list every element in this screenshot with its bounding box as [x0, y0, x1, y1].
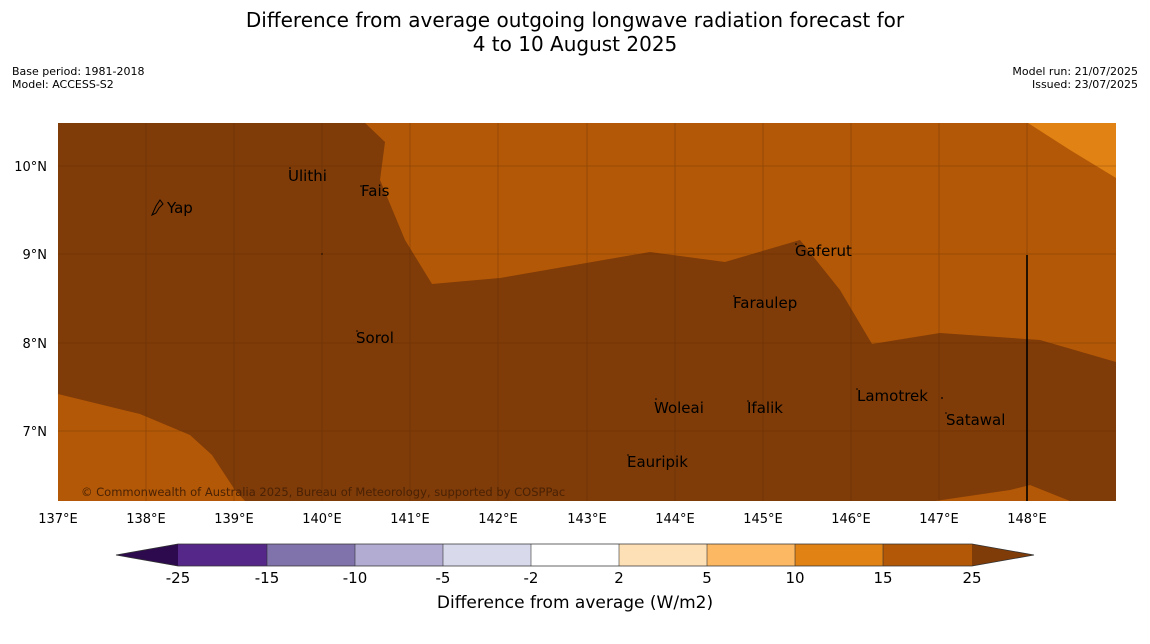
base-period: Base period: 1981-2018 — [12, 65, 145, 78]
model-run: Model run: 21/07/2025 — [1012, 65, 1138, 78]
colorbar-bin — [883, 544, 972, 566]
map-title: Difference from average outgoing longwav… — [0, 8, 1150, 56]
place-label-sorol: Sorol — [356, 329, 394, 347]
colorbar-bin — [795, 544, 883, 566]
colorbar-tick: 25 — [962, 569, 981, 587]
lon-tick: 143°E — [567, 512, 607, 527]
lon-tick: 144°E — [655, 512, 695, 527]
anomaly-region-10-15-north — [365, 123, 1116, 362]
colorbar-extend-low — [116, 544, 178, 566]
title-line-2: 4 to 10 August 2025 — [472, 32, 678, 56]
place-label-eauripik: Eauripik — [627, 453, 688, 471]
lat-tick: 9°N — [23, 248, 48, 263]
lon-tick: 138°E — [126, 512, 166, 527]
place-label-woleai: Woleai — [654, 399, 704, 417]
colorbar-tick: -2 — [524, 569, 539, 587]
colorbar-tick: -10 — [343, 569, 368, 587]
lon-tick: 148°E — [1007, 512, 1047, 527]
island-markers — [289, 167, 947, 456]
colorbar-tick: -25 — [166, 569, 191, 587]
place-label-ulithi: Ulithi — [288, 167, 327, 185]
place-label-lamotrek: Lamotrek — [857, 387, 928, 405]
lat-tick: 10°N — [14, 160, 47, 175]
anomaly-region-10-15-southeast — [935, 485, 1070, 501]
graticule — [58, 123, 1116, 501]
model-name: Model: ACCESS-S2 — [12, 78, 114, 91]
metadata-left: Base period: 1981-2018 Model: ACCESS-S2 — [12, 65, 144, 91]
place-label-satawal: Satawal — [946, 411, 1005, 429]
place-label-faraulep: Faraulep — [733, 294, 797, 312]
map-panel: Ulithi Fais Yap Gaferut Faraulep Sorol L… — [58, 123, 1116, 501]
colorbar-tick: 15 — [873, 569, 892, 587]
lon-tick: 140°E — [302, 512, 342, 527]
colorbar-tick: -15 — [255, 569, 280, 587]
colorbar-bin — [267, 544, 355, 566]
colorbar-tick: 5 — [702, 569, 712, 587]
place-label-fais: Fais — [361, 182, 390, 200]
lon-tick: 139°E — [214, 512, 254, 527]
colorbar-label: Difference from average (W/m2) — [436, 593, 714, 613]
colorbar-bin — [531, 544, 619, 566]
place-label-ifalik: Ifalik — [747, 399, 783, 417]
yap-island-shape — [150, 199, 164, 217]
anomaly-region-5-10-northeast — [1028, 123, 1116, 178]
lon-tick: 147°E — [919, 512, 959, 527]
place-label-yap: Yap — [166, 199, 193, 217]
lon-tick: 137°E — [38, 512, 78, 527]
longitude-ticks: 137°E 138°E 139°E 140°E 141°E 142°E 143°… — [38, 512, 1047, 527]
lon-tick: 142°E — [478, 512, 518, 527]
metadata-right: Model run: 21/07/2025 Issued: 23/07/2025 — [1012, 65, 1138, 91]
colorbar-tick: -5 — [436, 569, 451, 587]
colorbar-extend-high — [972, 544, 1034, 566]
colorbar-bin — [355, 544, 443, 566]
copyright-notice: © Commonwealth of Australia 2025, Bureau… — [81, 485, 565, 499]
lat-tick: 8°N — [23, 337, 48, 352]
lon-tick: 145°E — [743, 512, 783, 527]
colorbar-tick: 2 — [614, 569, 624, 587]
latitude-ticks: 10°N 9°N 8°N 7°N — [14, 160, 47, 440]
lon-tick: 146°E — [831, 512, 871, 527]
place-labels: Ulithi Fais Yap Gaferut Faraulep Sorol L… — [166, 167, 1005, 471]
colorbar-tick: 10 — [785, 569, 804, 587]
issued-date: Issued: 23/07/2025 — [1031, 78, 1138, 91]
colorbar-ticks: -25 -15 -10 -5 -2 2 5 10 15 25 — [166, 569, 982, 587]
anomaly-region-10-15-southwest — [58, 394, 245, 501]
place-label-gaferut: Gaferut — [795, 242, 852, 260]
colorbar-bin — [443, 544, 531, 566]
lat-tick: 7°N — [23, 425, 48, 440]
lon-tick: 141°E — [390, 512, 430, 527]
colorbar-bin — [619, 544, 707, 566]
colorbar-bin — [178, 544, 267, 566]
title-line-1: Difference from average outgoing longwav… — [245, 8, 905, 32]
colorbar-bin — [707, 544, 795, 566]
colorbar: -25 -15 -10 -5 -2 2 5 10 15 25 — [115, 543, 1035, 587]
